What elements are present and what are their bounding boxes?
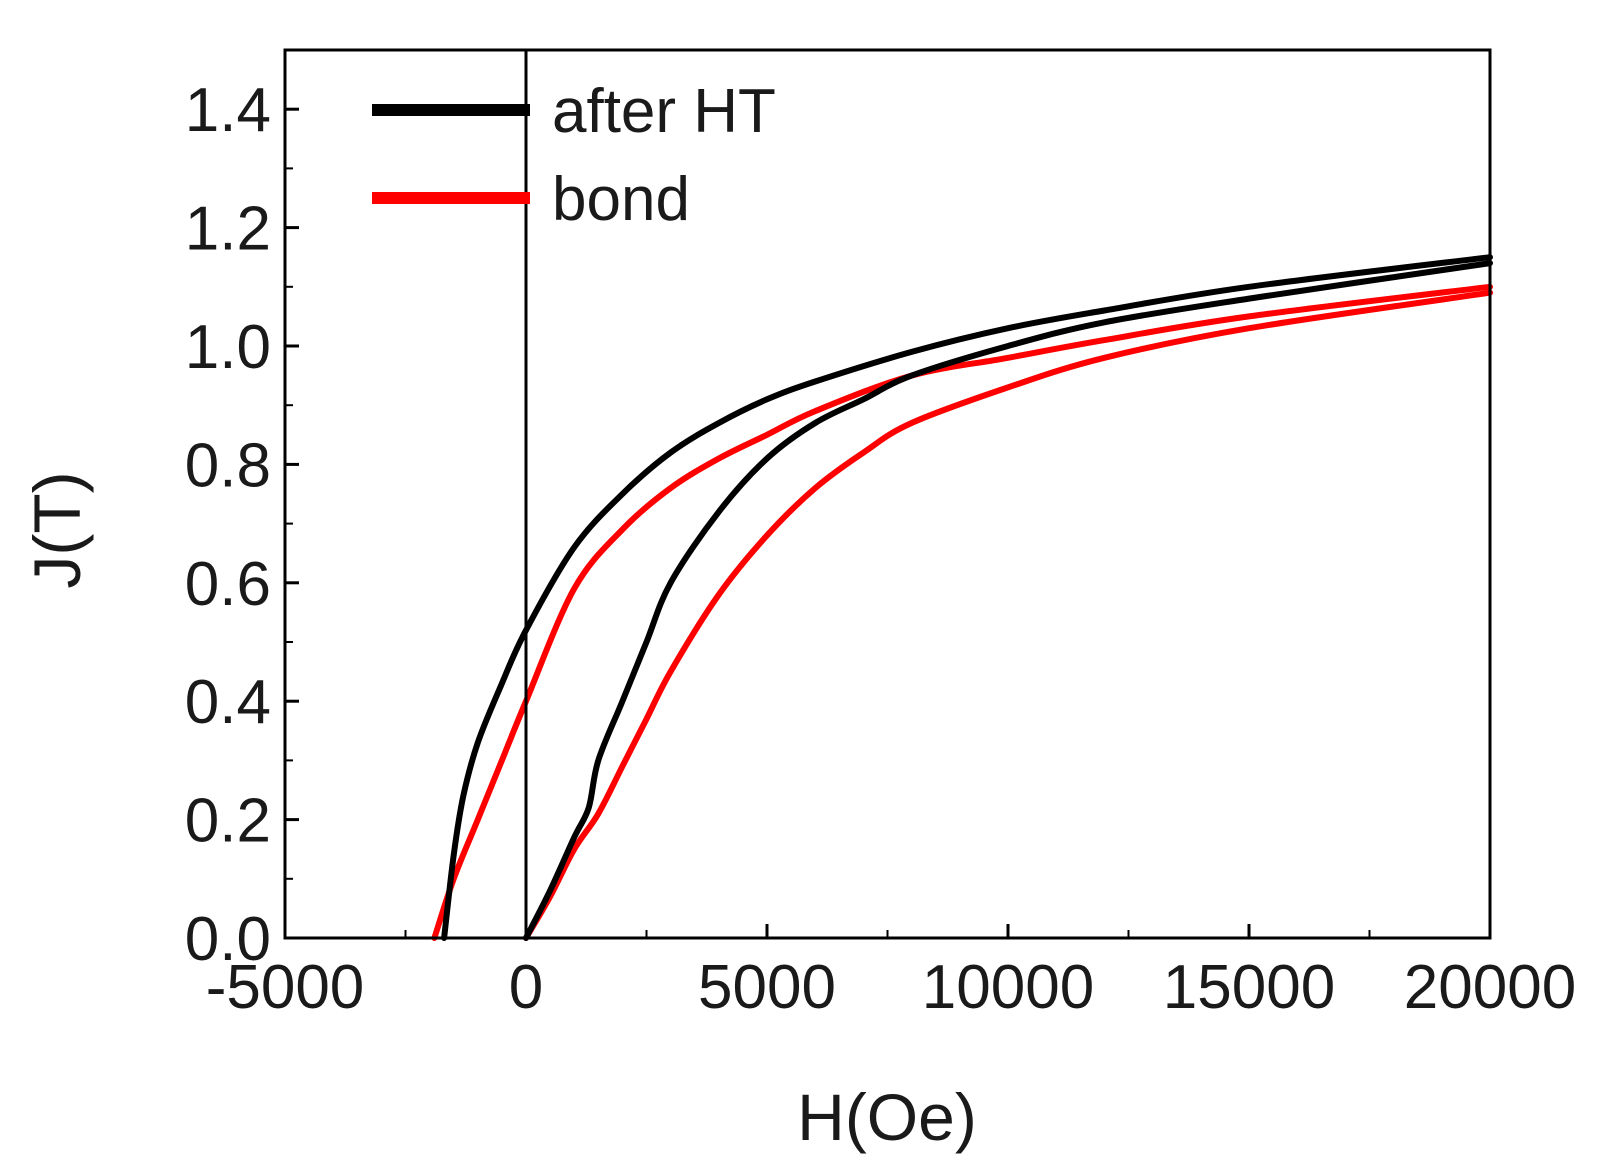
legend-label-bond: bond: [552, 165, 690, 234]
x-tick-label: 5000: [698, 953, 836, 1022]
y-tick-label: 0.2: [185, 787, 271, 856]
x-tick-label: 15000: [1163, 953, 1335, 1022]
y-tick-label: 1.0: [185, 313, 271, 382]
plot-frame: [283, 48, 1492, 940]
x-tick-label: 10000: [922, 953, 1094, 1022]
x-tick-label: 20000: [1404, 953, 1576, 1022]
series-bond-demagnetization-curve: [431, 283, 1493, 941]
y-tick-label: 1.2: [185, 195, 271, 264]
y-ticks: 0.0 0.2 0.4 0.6 0.8 1.0 1.2 1.4: [185, 76, 299, 974]
legend-label-after-ht: after HT: [552, 77, 776, 146]
series-bond-initial-curve: [523, 289, 1493, 941]
legend: after HT bond: [372, 77, 776, 234]
y-axis-title: J(T): [20, 471, 94, 588]
y-tick-label: 0.4: [185, 668, 271, 737]
x-ticks: -5000 0 5000 10000 15000 20000: [206, 924, 1576, 1022]
curves-layer: [431, 254, 1493, 941]
x-tick-label: -5000: [206, 953, 365, 1022]
x-axis-title: H(Oe): [797, 1080, 977, 1154]
y-tick-label: 0.8: [185, 431, 271, 500]
y-tick-label: 0.0: [185, 905, 271, 974]
y-tick-label: 0.6: [185, 550, 271, 619]
series-after-ht-demagnetization-curve: [441, 254, 1493, 941]
series-after-ht-initial-curve: [523, 260, 1493, 941]
y-tick-label: 1.4: [185, 76, 271, 145]
x-tick-label: 0: [509, 953, 543, 1022]
